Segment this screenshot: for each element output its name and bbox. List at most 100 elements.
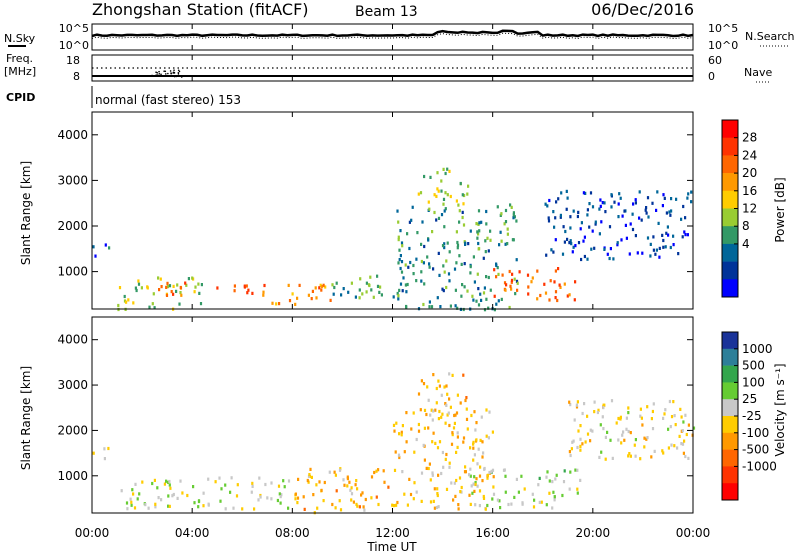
heatmap-cell <box>636 251 639 255</box>
heatmap-cell <box>420 259 423 264</box>
heatmap-cell <box>565 189 568 193</box>
heatmap-cell <box>610 193 613 197</box>
heatmap-cell <box>454 413 457 417</box>
heatmap-cell <box>487 275 490 280</box>
heatmap-cell <box>586 414 589 418</box>
heatmap-cell <box>428 262 431 266</box>
heatmap-cell <box>590 247 593 251</box>
heatmap-cell <box>467 242 470 246</box>
heatmap-cell <box>557 197 560 201</box>
heatmap-cell <box>579 478 582 482</box>
heatmap-cell <box>455 199 458 203</box>
heatmap-cell <box>445 487 449 491</box>
heatmap-cell <box>296 496 300 500</box>
heatmap-cell <box>569 403 572 407</box>
heatmap-cell <box>296 296 299 300</box>
nsearch-label: N.Search <box>745 30 795 43</box>
heatmap-cell <box>241 507 244 511</box>
heatmap-cell <box>219 499 222 503</box>
heatmap-cell <box>328 470 331 474</box>
heatmap-cell <box>478 229 481 233</box>
heatmap-cell <box>308 473 311 477</box>
heatmap-cell <box>497 272 500 276</box>
power-ylabel: Slant Range [km] <box>19 161 33 265</box>
heatmap-cell <box>482 494 485 499</box>
heatmap-cell <box>473 489 476 493</box>
heatmap-cell <box>148 305 151 309</box>
heatmap-cell <box>521 501 524 505</box>
heatmap-cell <box>314 286 317 290</box>
heatmap-cell <box>469 229 472 233</box>
heatmap-cell <box>433 487 436 491</box>
heatmap-cell <box>658 246 661 250</box>
heatmap-cell <box>117 303 120 308</box>
heatmap-cell <box>552 210 555 214</box>
heatmap-cell <box>172 292 175 296</box>
heatmap-cell <box>680 415 683 419</box>
heatmap-cell <box>438 384 441 388</box>
heatmap-cell <box>485 434 488 438</box>
heatmap-cell <box>482 291 486 295</box>
heatmap-cell <box>487 249 490 253</box>
heatmap-cell <box>465 396 468 400</box>
heatmap-cell <box>604 435 607 439</box>
heatmap-cell <box>628 252 631 256</box>
heatmap-cell <box>523 487 526 491</box>
heatmap-cell <box>280 493 283 497</box>
heatmap-cell <box>579 437 582 441</box>
heatmap-cell <box>624 223 627 227</box>
heatmap-cell <box>591 229 594 233</box>
heatmap-cell <box>656 190 659 194</box>
heatmap-cell <box>202 491 205 495</box>
heatmap-cell <box>472 440 475 444</box>
heatmap-cell <box>415 257 418 261</box>
heatmap-cell <box>170 290 173 294</box>
heatmap-cell <box>469 271 472 275</box>
heatmap-cell <box>456 243 460 247</box>
heatmap-cell <box>539 293 542 298</box>
heatmap-cell <box>432 373 435 377</box>
noise-right-tick-bottom: 10^0 <box>708 39 738 52</box>
heatmap-cell <box>594 220 597 224</box>
heatmap-cell <box>453 421 456 425</box>
heatmap-cell <box>475 438 478 442</box>
heatmap-cell <box>475 222 478 226</box>
heatmap-cell <box>395 503 398 507</box>
heatmap-cell <box>168 284 172 288</box>
heatmap-cell <box>440 393 443 397</box>
heatmap-cell <box>459 490 462 494</box>
heatmap-cell <box>387 485 390 489</box>
heatmap-cell <box>452 426 456 430</box>
heatmap-cell <box>447 272 451 276</box>
heatmap-cell <box>649 242 652 246</box>
heatmap-cell <box>625 427 628 431</box>
heatmap-cell <box>120 489 123 493</box>
heatmap-cell <box>562 225 565 229</box>
heatmap-cell <box>343 483 346 487</box>
heatmap-cell <box>620 238 623 242</box>
heatmap-cell <box>507 502 510 507</box>
heatmap-cell <box>667 446 670 450</box>
heatmap-cell <box>684 454 687 459</box>
colorbar-segment <box>722 382 738 400</box>
heatmap-cell <box>279 495 282 499</box>
heatmap-cell <box>198 291 201 295</box>
heatmap-cell <box>398 258 401 262</box>
heatmap-cell <box>287 283 290 287</box>
heatmap-cell <box>661 233 664 237</box>
colorbar-segment <box>722 243 738 262</box>
heatmap-cell <box>548 198 551 203</box>
heatmap-cell <box>193 501 196 505</box>
heatmap-cell <box>315 483 318 487</box>
heatmap-cell <box>417 392 421 396</box>
heatmap-cell <box>136 497 139 501</box>
colorbar-segment <box>722 483 738 501</box>
heatmap-cell <box>465 417 469 421</box>
heatmap-cell <box>488 410 491 414</box>
heatmap-cell <box>473 453 476 457</box>
heatmap-cell <box>603 247 606 251</box>
heatmap-cell <box>559 215 562 219</box>
heatmap-cell <box>638 190 641 194</box>
heatmap-cell <box>536 269 539 273</box>
heatmap-cell <box>666 225 669 229</box>
